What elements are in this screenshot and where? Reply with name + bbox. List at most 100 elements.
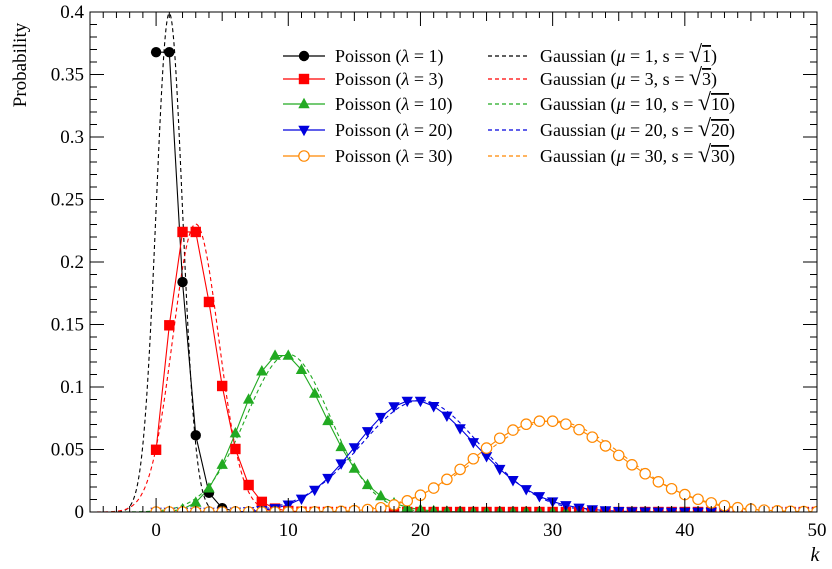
data-point — [533, 415, 546, 428]
y-tick-label: 0.4 — [60, 2, 84, 23]
data-point — [692, 493, 704, 506]
plot-content — [90, 12, 817, 512]
data-point — [298, 150, 310, 162]
y-tick-label: 0.3 — [60, 127, 84, 148]
data-point — [493, 432, 506, 445]
data-point — [639, 467, 651, 480]
legend-label: Poisson (λ = 3) — [335, 69, 443, 90]
x-tick-label: 40 — [675, 520, 694, 541]
legend-label: Poisson (λ = 1) — [335, 46, 443, 67]
x-tick-label: 30 — [543, 520, 562, 541]
data-point — [348, 462, 361, 473]
x-tick-label: 20 — [411, 520, 430, 541]
data-point — [626, 459, 638, 471]
x-tick-label: 50 — [808, 520, 827, 541]
data-point — [586, 431, 599, 443]
data-point — [190, 226, 201, 238]
data-point — [256, 365, 268, 376]
data-point — [164, 320, 175, 331]
legend-entry: Poisson (λ = 1) — [283, 46, 443, 67]
legend-label: Gaussian (μ = 1, s = √1) — [540, 42, 717, 68]
legend-label: Gaussian (μ = 3, s = √3) — [540, 65, 717, 91]
data-point — [467, 452, 480, 465]
legend-entry: Gaussian (μ = 20, s = √20) — [488, 116, 735, 142]
legend-label: Gaussian (μ = 20, s = √20) — [540, 116, 735, 142]
data-point — [298, 50, 310, 62]
data-point — [335, 440, 347, 452]
legend-entry: Poisson (λ = 30) — [283, 146, 452, 167]
data-point — [150, 46, 162, 58]
legend-label: Poisson (λ = 10) — [335, 94, 452, 115]
data-point — [203, 296, 215, 308]
data-point — [375, 489, 387, 501]
data-point — [190, 496, 202, 507]
data-point — [388, 402, 400, 413]
data-point — [298, 97, 310, 109]
y-tick-label: 0.25 — [51, 190, 84, 211]
data-point — [441, 473, 453, 486]
data-point — [599, 440, 612, 452]
y-tick-label: 0.05 — [51, 440, 84, 461]
x-axis-label: k — [811, 544, 821, 566]
y-axis-label: Probability — [10, 22, 31, 107]
data-point — [229, 426, 242, 438]
data-point — [520, 418, 532, 431]
data-point — [230, 443, 241, 455]
data-point — [507, 424, 519, 436]
data-point — [216, 458, 228, 469]
data-point — [573, 423, 585, 436]
data-point — [203, 482, 215, 493]
data-point — [309, 387, 321, 398]
data-point — [520, 485, 532, 496]
data-point — [441, 411, 453, 423]
data-point — [467, 438, 480, 449]
data-point — [361, 427, 374, 438]
data-point — [322, 473, 334, 485]
legend: Poisson (λ = 1)Poisson (λ = 3) Poisson (λ… — [283, 42, 735, 168]
data-point — [665, 482, 678, 495]
data-point — [480, 442, 493, 454]
data-point — [298, 73, 310, 85]
data-point — [612, 449, 625, 462]
data-point — [242, 393, 255, 404]
legend-entry: Poisson (λ = 20) — [283, 120, 452, 141]
data-point — [216, 380, 228, 392]
legend-entry: Gaussian (μ = 10, s = √10) — [488, 90, 735, 116]
y-tick-label: 0 — [75, 502, 85, 523]
legend-label: Gaussian (μ = 30, s = √30) — [540, 142, 735, 168]
data-point — [256, 496, 268, 508]
data-point — [150, 444, 162, 455]
data-point — [269, 349, 281, 360]
data-point — [401, 396, 413, 408]
data-point — [295, 363, 308, 375]
axes: 0 10 20 30 40 50 0 0.05 0.1 0.15 0.2 0.25 0.3 0.35 0.4 — [51, 2, 827, 541]
data-point — [454, 463, 466, 476]
data-point — [494, 464, 506, 476]
data-point — [190, 430, 201, 441]
data-point — [375, 412, 387, 424]
poisson-line — [155, 231, 817, 512]
data-point — [480, 452, 493, 463]
legend-label: Poisson (λ = 30) — [335, 146, 452, 167]
data-point — [298, 125, 310, 137]
data-point — [335, 459, 347, 470]
y-tick-label: 0.2 — [60, 252, 84, 273]
data-point — [560, 418, 572, 430]
x-tick-label: 10 — [279, 520, 298, 541]
y-tick-label: 0.15 — [51, 315, 84, 336]
legend-entry: Gaussian (μ = 30, s = √30) — [488, 142, 735, 168]
data-point — [309, 485, 321, 497]
data-point — [507, 476, 519, 487]
data-point — [414, 396, 427, 408]
data-point — [164, 46, 175, 58]
data-point — [454, 424, 466, 435]
data-point — [295, 494, 308, 505]
data-point — [652, 475, 665, 488]
legend-entry: Poisson (λ = 10) — [283, 94, 452, 115]
legend-entry: Gaussian (μ = 1, s = √1) — [488, 42, 717, 68]
y-tick-label: 0.35 — [51, 65, 84, 86]
data-point — [177, 226, 188, 238]
data-point — [401, 495, 414, 507]
legend-entry: Poisson (λ = 3) — [283, 69, 443, 90]
